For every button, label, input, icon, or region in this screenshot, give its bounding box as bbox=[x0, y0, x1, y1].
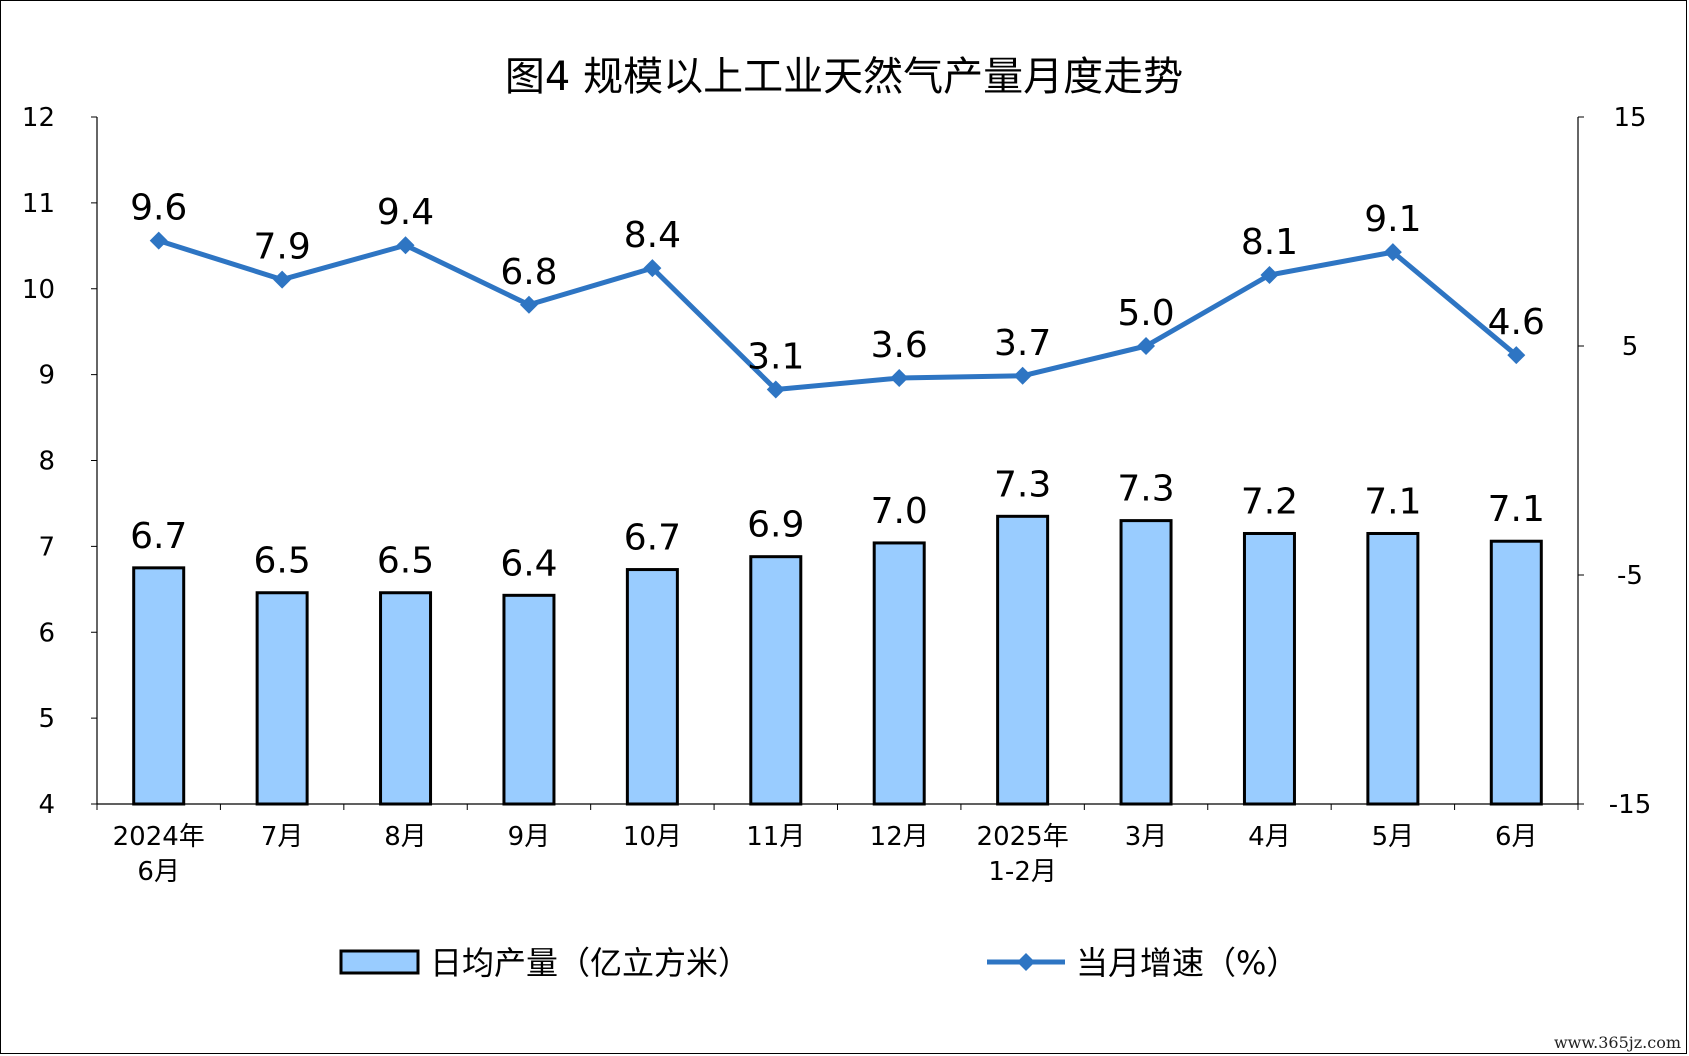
right-axis-tick-label: 15 bbox=[1613, 103, 1646, 133]
legend-line-label: 当月增速（%） bbox=[1076, 944, 1298, 982]
x-axis-tick-label: 2024年 bbox=[113, 822, 205, 852]
line-marker bbox=[273, 270, 292, 289]
line-marker bbox=[766, 380, 785, 399]
line-marker bbox=[1013, 366, 1032, 385]
line-value-label: 3.6 bbox=[871, 325, 928, 366]
line-marker bbox=[519, 295, 538, 314]
bar bbox=[379, 591, 433, 806]
legend-bar-swatch bbox=[339, 949, 420, 975]
line-value-label: 4.6 bbox=[1488, 302, 1545, 343]
bar-value-label: 7.1 bbox=[1488, 489, 1545, 530]
bar bbox=[996, 514, 1050, 806]
x-axis-tick-label: 12月 bbox=[870, 822, 929, 852]
bar-value-label: 7.1 bbox=[1364, 481, 1421, 522]
bar bbox=[132, 566, 186, 806]
chart-title: 图4 规模以上工业天然气产量月度走势 bbox=[505, 54, 1183, 100]
axes: 4 5 6 7 8 9 10 11 12 -15 -5 5 15 2024年 6月 7月 8月 9月 10月 11月 1… bbox=[22, 103, 1651, 887]
left-axis-tick-label: 9 bbox=[38, 361, 55, 391]
left-axis-tick-label: 5 bbox=[38, 704, 55, 734]
x-axis-tick-label: 6月 bbox=[1495, 822, 1538, 852]
left-axis-tick-label: 4 bbox=[38, 790, 55, 820]
left-axis-tick-label: 6 bbox=[38, 618, 55, 648]
bar bbox=[1366, 531, 1420, 806]
x-axis-tick-label: 11月 bbox=[746, 822, 805, 852]
line-marker bbox=[149, 231, 168, 250]
bar bbox=[872, 541, 926, 806]
bar bbox=[1119, 519, 1173, 806]
bar-value-label: 6.5 bbox=[253, 541, 310, 582]
line-value-label: 3.1 bbox=[747, 337, 804, 378]
left-axis-tick-label: 10 bbox=[22, 275, 55, 305]
bar-value-label: 6.7 bbox=[624, 518, 681, 559]
bar-value-label: 6.9 bbox=[747, 505, 804, 546]
x-axis-tick-label: 2025年 bbox=[977, 822, 1069, 852]
line-marker bbox=[396, 236, 415, 255]
legend-bar-label: 日均产量（亿立方米） bbox=[430, 944, 750, 982]
x-axis-tick-label: 6月 bbox=[137, 857, 180, 887]
bar-value-label: 6.5 bbox=[377, 541, 434, 582]
bar bbox=[502, 593, 556, 806]
line-marker bbox=[1507, 346, 1526, 365]
line-value-label: 6.8 bbox=[500, 252, 557, 293]
left-axis-tick-label: 12 bbox=[22, 103, 55, 133]
line-value-label: 7.9 bbox=[253, 227, 310, 268]
left-axis-tick-label: 11 bbox=[22, 189, 55, 219]
legend: 日均产量（亿立方米） 当月增速（%） bbox=[339, 944, 1298, 982]
line-series: 9.6 7.9 9.4 6.8 8.4 3.1 3.6 3.7 5.0 8.1 9.1 4.6 bbox=[130, 188, 1545, 399]
bar-value-label: 7.0 bbox=[871, 491, 928, 532]
bar-value-label: 7.3 bbox=[994, 464, 1051, 505]
line-value-label: 9.1 bbox=[1364, 199, 1421, 240]
bar bbox=[1489, 539, 1543, 806]
x-axis-tick-label: 5月 bbox=[1372, 822, 1415, 852]
watermark: www.365jz.com bbox=[1553, 1033, 1681, 1052]
line-value-label: 9.6 bbox=[130, 188, 187, 229]
x-axis-tick-label: 8月 bbox=[384, 822, 427, 852]
line-marker bbox=[1137, 337, 1156, 355]
x-axis-tick-label: 4月 bbox=[1248, 822, 1291, 852]
bar bbox=[255, 591, 309, 806]
x-axis-tick-label: 3月 bbox=[1125, 822, 1168, 852]
line-marker bbox=[643, 259, 662, 278]
bar-value-label: 7.3 bbox=[1117, 469, 1174, 510]
bar bbox=[1242, 531, 1296, 806]
right-axis-tick-label: 5 bbox=[1622, 332, 1639, 362]
line-marker bbox=[1260, 266, 1279, 285]
bar-value-label: 6.4 bbox=[500, 543, 557, 584]
bar-value-label: 7.2 bbox=[1241, 481, 1298, 522]
line-value-label: 3.7 bbox=[994, 323, 1051, 364]
line-marker bbox=[890, 369, 909, 388]
line-value-label: 9.4 bbox=[377, 192, 434, 233]
left-axis-tick-label: 7 bbox=[38, 532, 55, 562]
bar bbox=[749, 555, 803, 806]
bar bbox=[625, 568, 679, 806]
line-value-label: 5.0 bbox=[1117, 293, 1174, 334]
line-value-label: 8.1 bbox=[1241, 222, 1298, 263]
left-axis-tick-label: 8 bbox=[38, 447, 55, 477]
x-axis-tick-label: 7月 bbox=[261, 822, 304, 852]
legend-line-marker bbox=[1017, 953, 1035, 971]
line-marker bbox=[1383, 243, 1402, 262]
x-axis-tick-label: 1-2月 bbox=[988, 857, 1056, 887]
right-axis-tick-label: -5 bbox=[1617, 561, 1643, 591]
x-axis-tick-label: 10月 bbox=[623, 822, 682, 852]
bar-value-label: 6.7 bbox=[130, 516, 187, 557]
bar-series: 6.7 6.5 6.5 6.4 6.7 6.9 7.0 7.3 7.3 7.2 7.1 7.1 bbox=[130, 464, 1545, 806]
line-path bbox=[157, 238, 1518, 393]
x-axis-tick-label: 9月 bbox=[508, 822, 551, 852]
right-axis-tick-label: -15 bbox=[1609, 790, 1651, 820]
line-value-label: 8.4 bbox=[624, 215, 681, 256]
